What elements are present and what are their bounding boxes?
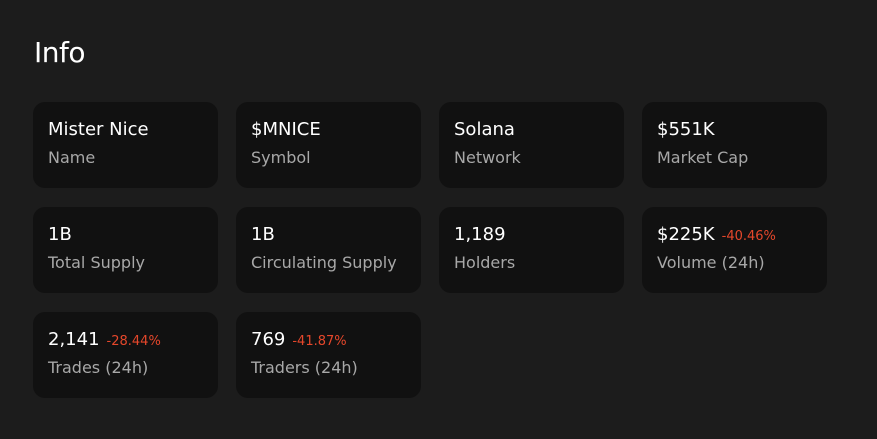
info-value-row: $225K -40.46% [657,224,812,245]
info-card-name: Mister Nice Name [33,102,218,188]
info-label: Holders [454,253,516,272]
info-card-market-cap: $551K Market Cap [642,102,827,188]
info-value-row: $551K [657,119,812,140]
info-value-row: 2,141 -28.44% [48,329,203,350]
info-value-row: Mister Nice [48,119,203,140]
info-value-row: 1B [251,224,406,245]
info-value-row: 1B [48,224,203,245]
info-label: Market Cap [657,148,749,167]
info-value: $551K [657,119,715,140]
info-card-network: Solana Network [439,102,624,188]
change-badge: -41.87% [292,334,347,349]
section-title: Info [34,36,86,69]
info-grid: Mister Nice Name $MNICE Symbol Solana Network… [33,102,827,398]
info-label: Total Supply [48,253,145,272]
info-value: $MNICE [251,119,321,140]
info-card-holders: 1,189 Holders [439,207,624,293]
info-value-row: $MNICE [251,119,406,140]
info-label: Volume (24h) [657,253,765,272]
info-value: $225K [657,224,715,245]
info-label: Network [454,148,521,167]
info-value: 1B [251,224,275,245]
change-badge: -28.44% [106,334,161,349]
info-label: Name [48,148,96,167]
info-card-traders-24h: 769 -41.87% Traders (24h) [236,312,421,398]
info-label: Trades (24h) [48,358,149,377]
info-label: Circulating Supply [251,253,397,272]
info-label: Traders (24h) [251,358,358,377]
info-value: 1B [48,224,72,245]
info-card-volume-24h: $225K -40.46% Volume (24h) [642,207,827,293]
info-value: Solana [454,119,515,140]
info-card-circulating-supply: 1B Circulating Supply [236,207,421,293]
info-value: Mister Nice [48,119,149,140]
info-card-total-supply: 1B Total Supply [33,207,218,293]
info-value: 1,189 [454,224,506,245]
change-badge: -40.46% [721,229,776,244]
info-value: 2,141 [48,329,100,350]
info-value: 769 [251,329,286,350]
info-value-row: 769 -41.87% [251,329,406,350]
info-card-trades-24h: 2,141 -28.44% Trades (24h) [33,312,218,398]
info-value-row: 1,189 [454,224,609,245]
info-value-row: Solana [454,119,609,140]
info-label: Symbol [251,148,311,167]
info-card-symbol: $MNICE Symbol [236,102,421,188]
